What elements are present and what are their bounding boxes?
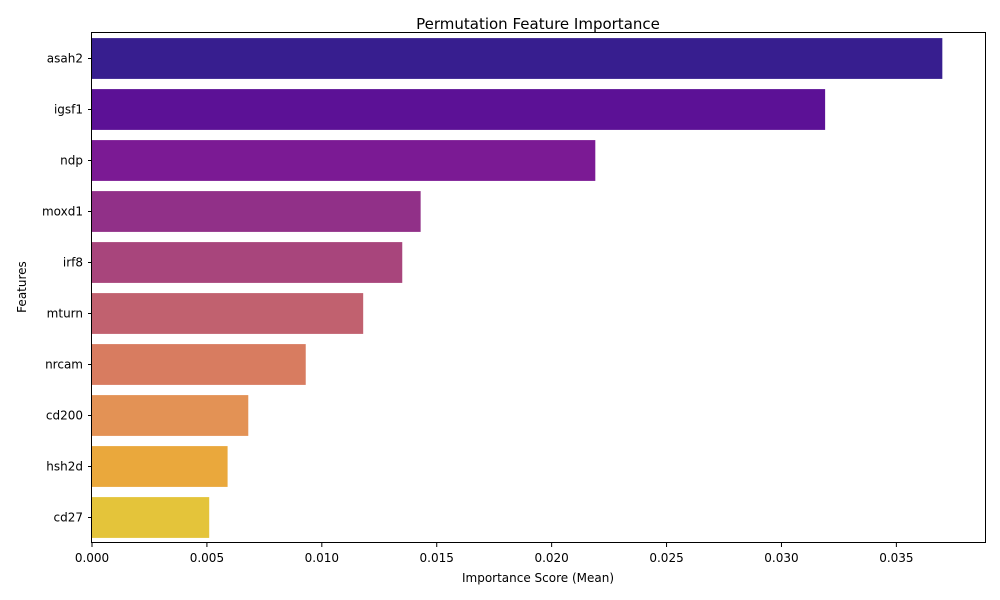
x-axis-ticks: 0.000 0.005 0.010 0.015 0.020 0.025 0.030 0.035: [75, 543, 914, 565]
y-tick-label: nrcam: [45, 358, 83, 372]
plot-frame: [91, 32, 986, 543]
bar-ndp: [92, 140, 596, 181]
bar-nrcam: [92, 344, 306, 385]
chart-title: Permutation Feature Importance: [416, 15, 660, 33]
bar-mturn: [92, 293, 364, 334]
x-tick-label: 0.000: [75, 551, 109, 565]
x-tick-label: 0.025: [649, 551, 683, 565]
x-axis-label: Importance Score (Mean): [462, 571, 614, 585]
y-tick-label: irf8: [63, 256, 83, 270]
y-tick-label: asah2: [47, 52, 83, 66]
bar-moxd1: [92, 191, 421, 232]
x-tick-label: 0.020: [534, 551, 568, 565]
y-tick-label: cd200: [46, 409, 83, 423]
y-tick-label: ndp: [60, 154, 83, 168]
bar-cd27: [92, 497, 210, 538]
x-tick-label: 0.010: [305, 551, 339, 565]
bar-irf8: [92, 242, 403, 283]
y-tick-label: moxd1: [42, 205, 83, 219]
x-tick-label: 0.015: [420, 551, 454, 565]
y-axis-label: Features: [15, 261, 29, 313]
y-tick-label: igsf1: [54, 103, 83, 117]
y-tick-label: hsh2d: [46, 460, 83, 474]
x-tick-label: 0.030: [764, 551, 798, 565]
bar-asah2: [92, 38, 943, 79]
x-tick-label: 0.005: [190, 551, 224, 565]
y-axis-ticks: asah2 igsf1 ndp moxd1 irf8 mturn nrcam cd200 hsh…: [42, 52, 92, 525]
y-tick-label: cd27: [54, 511, 83, 525]
bar-hsh2d: [92, 446, 228, 487]
x-tick-label: 0.035: [879, 551, 913, 565]
bar-igsf1: [92, 89, 826, 130]
bars-group: [92, 38, 943, 538]
bar-cd200: [92, 395, 249, 436]
y-tick-label: mturn: [47, 307, 83, 321]
